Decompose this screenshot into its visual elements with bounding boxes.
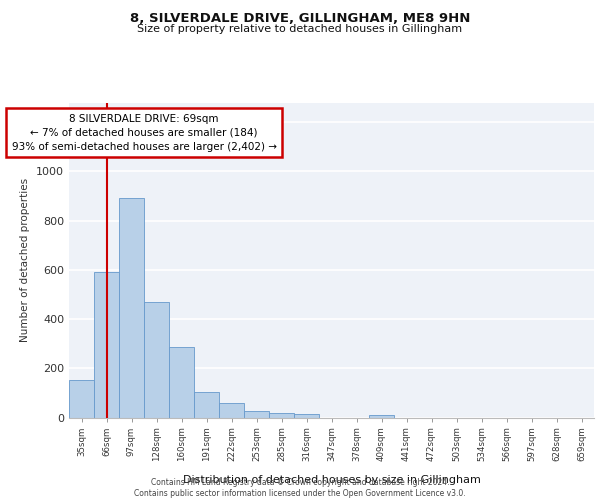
Text: 8, SILVERDALE DRIVE, GILLINGHAM, ME8 9HN: 8, SILVERDALE DRIVE, GILLINGHAM, ME8 9HN bbox=[130, 12, 470, 24]
Bar bbox=[144, 302, 169, 418]
Bar bbox=[194, 392, 219, 417]
Text: Size of property relative to detached houses in Gillingham: Size of property relative to detached ho… bbox=[137, 24, 463, 34]
Bar bbox=[69, 380, 94, 418]
Bar bbox=[219, 402, 244, 417]
Bar bbox=[294, 414, 319, 418]
Text: Contains HM Land Registry data © Crown copyright and database right 2024.
Contai: Contains HM Land Registry data © Crown c… bbox=[134, 478, 466, 498]
X-axis label: Distribution of detached houses by size in Gillingham: Distribution of detached houses by size … bbox=[182, 476, 481, 486]
Text: 8 SILVERDALE DRIVE: 69sqm
← 7% of detached houses are smaller (184)
93% of semi-: 8 SILVERDALE DRIVE: 69sqm ← 7% of detach… bbox=[11, 114, 277, 152]
Bar bbox=[119, 198, 144, 418]
Bar bbox=[169, 347, 194, 418]
Bar bbox=[94, 272, 119, 418]
Bar bbox=[269, 412, 294, 418]
Y-axis label: Number of detached properties: Number of detached properties bbox=[20, 178, 31, 342]
Bar bbox=[369, 415, 394, 418]
Bar bbox=[244, 411, 269, 418]
